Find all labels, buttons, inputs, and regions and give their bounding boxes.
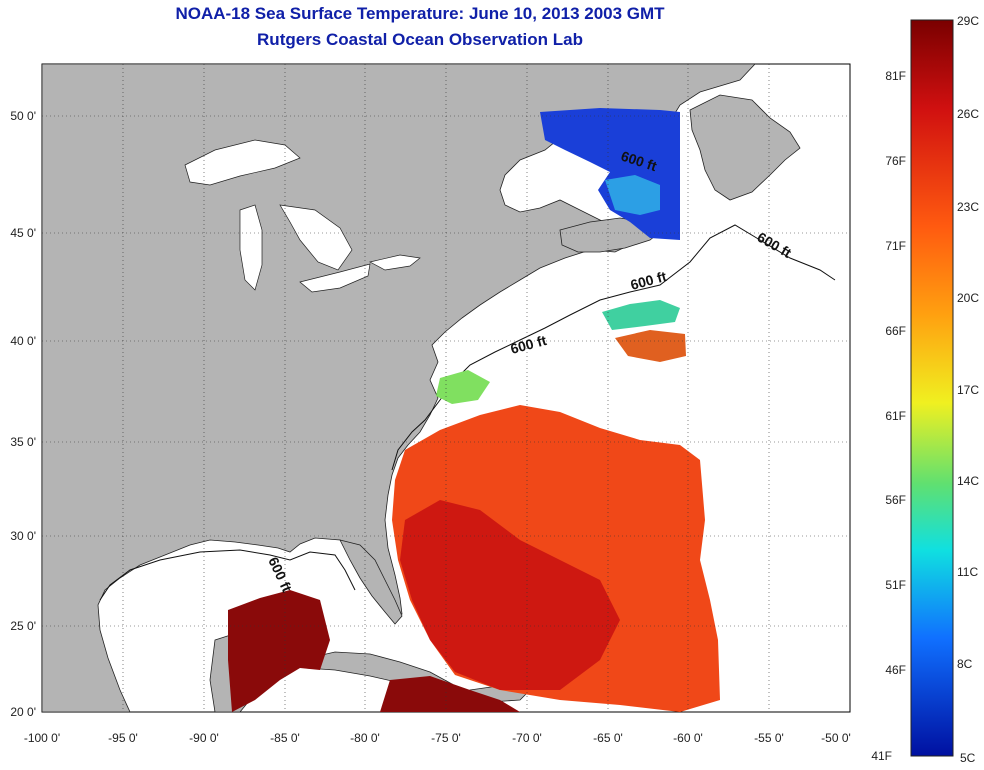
colorbar-c-label: 20C [957, 291, 979, 305]
colorbar-fahrenheit-labels: 81F 76F 71F 66F 61F 56F 51F 46F 41F [871, 69, 906, 763]
colorbar [910, 19, 954, 757]
colorbar-f-label: 56F [885, 493, 906, 507]
colorbar-f-label: 76F [885, 154, 906, 168]
colorbar-c-label: 29C [957, 14, 979, 28]
sst-caribbean-east [380, 676, 520, 712]
colorbar-f-label: 71F [885, 239, 906, 253]
y-axis: 50 0' 45 0' 40 0' 35 0' 30 0' 25 0' 20 0… [10, 109, 36, 719]
y-tick-label: 35 0' [10, 435, 36, 449]
x-tick-label: -55 0' [754, 731, 784, 745]
map-subtitle: Rutgers Coastal Ocean Observation Lab [257, 30, 583, 49]
sst-nc-patch [436, 370, 490, 404]
map-title: NOAA-18 Sea Surface Temperature: June 10… [175, 4, 665, 23]
y-tick-label: 25 0' [10, 619, 36, 633]
depth-contour-600ft [99, 224, 836, 601]
colorbar-c-label: 8C [957, 657, 973, 671]
x-tick-label: -60 0' [673, 731, 703, 745]
x-tick-label: -100 0' [24, 731, 60, 745]
graticule [42, 64, 850, 712]
newfoundland-land [689, 94, 801, 201]
sst-shelf-patch [602, 300, 680, 330]
x-tick-label: -95 0' [108, 731, 138, 745]
sst-gulf-caribbean [228, 590, 330, 712]
great-lakes [184, 139, 421, 293]
x-axis: -100 0' -95 0' -90 0' -85 0' -80 0' -75 … [24, 731, 851, 745]
x-tick-label: -50 0' [821, 731, 851, 745]
colorbar-f-label: 81F [885, 69, 906, 83]
x-tick-label: -85 0' [270, 731, 300, 745]
y-tick-label: 30 0' [10, 529, 36, 543]
colorbar-c-label: 17C [957, 383, 979, 397]
x-tick-label: -65 0' [593, 731, 623, 745]
florida-land [339, 539, 403, 625]
colorbar-f-label: 66F [885, 324, 906, 338]
nova-scotia-land [559, 217, 661, 253]
x-tick-label: -75 0' [431, 731, 461, 745]
colorbar-c-label: 26C [957, 107, 979, 121]
y-tick-label: 50 0' [10, 109, 36, 123]
colorbar-c-label: 14C [957, 474, 979, 488]
y-tick-label: 20 0' [10, 705, 36, 719]
x-tick-label: -70 0' [512, 731, 542, 745]
y-tick-label: 45 0' [10, 226, 36, 240]
x-tick-label: -90 0' [189, 731, 219, 745]
colorbar-celsius-labels: 29C 26C 23C 20C 17C 14C 11C 8C 5C [957, 14, 979, 765]
colorbar-f-label: 61F [885, 409, 906, 423]
colorbar-f-label: 51F [885, 578, 906, 592]
x-tick-label: -80 0' [350, 731, 380, 745]
colorbar-f-label: 46F [885, 663, 906, 677]
sst-cool-patch [605, 175, 660, 215]
sst-mid-patch [615, 330, 686, 362]
colorbar-f-label: 41F [871, 749, 892, 763]
colorbar-c-label: 11C [957, 565, 978, 579]
colorbar-c-label: 5C [960, 751, 976, 765]
colorbar-c-label: 23C [957, 200, 979, 214]
y-tick-label: 40 0' [10, 334, 36, 348]
sst-hot-atlantic [400, 500, 620, 690]
